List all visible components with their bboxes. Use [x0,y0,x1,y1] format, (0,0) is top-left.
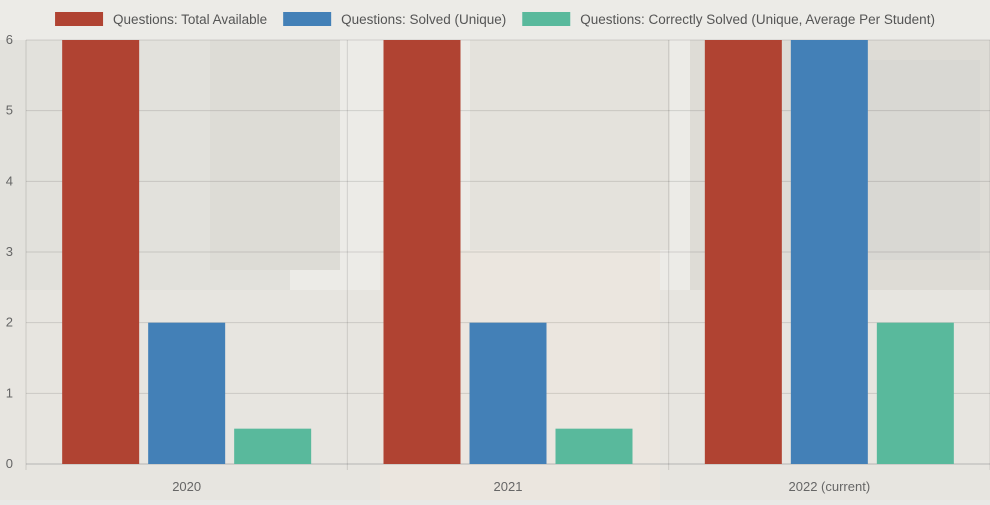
legend-label: Questions: Correctly Solved (Unique, Ave… [580,12,935,27]
bars [62,40,954,464]
x-axis: 2020 2021 2022 (current) [172,479,870,494]
bar-2-2 [469,322,547,464]
bar-1-3 [704,40,782,464]
legend-item[interactable]: Questions: Correctly Solved (Unique, Ave… [522,12,935,27]
y-tick-label: 2 [6,315,13,330]
x-tick-label: 2022 (current) [789,479,871,494]
y-tick-label: 4 [6,173,13,188]
bar-1-2 [383,40,461,464]
legend-item[interactable]: Questions: Total Available [55,12,267,27]
legend-label: Questions: Total Available [113,12,267,27]
legend-swatch [522,12,571,26]
bar-3-3 [876,322,954,464]
y-axis: 0 1 2 3 4 5 6 [6,32,13,471]
y-tick-label: 5 [6,103,13,118]
x-tick-label: 2021 [494,479,523,494]
legend-swatch [283,12,332,26]
legend: Questions: Total Available Questions: Sol… [55,12,935,27]
legend-item[interactable]: Questions: Solved (Unique) [283,12,506,27]
bar-2-3 [790,40,868,464]
bar-3-2 [555,428,633,464]
bar-2-1 [148,322,226,464]
y-tick-label: 1 [6,385,13,400]
legend-label: Questions: Solved (Unique) [341,12,506,27]
legend-swatch [55,12,104,26]
y-tick-label: 3 [6,244,13,259]
y-tick-label: 0 [6,456,13,471]
x-tick-label: 2020 [172,479,201,494]
bar-3-1 [234,428,312,464]
bar-1-1 [62,40,140,464]
y-tick-label: 6 [6,32,13,47]
